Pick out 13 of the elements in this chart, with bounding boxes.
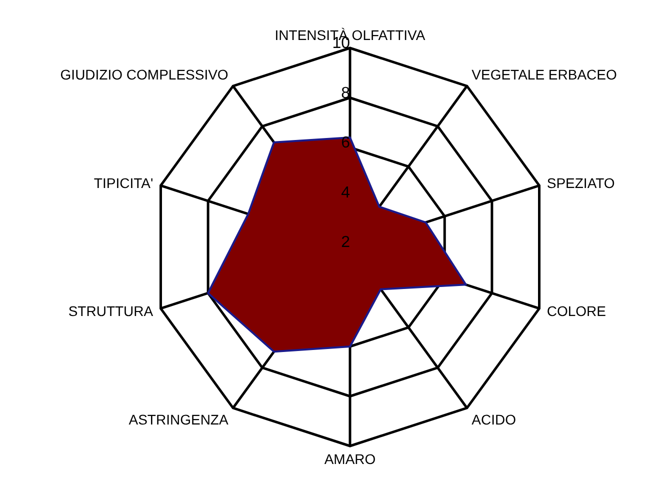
spoke-label: AMARO [324, 450, 376, 467]
spoke-label: ASTRINGENZA [128, 411, 229, 428]
spoke-label: TIPICITA' [94, 175, 154, 192]
spoke-label: STRUTTURA [68, 302, 154, 319]
spoke-label: ACIDO [472, 411, 516, 428]
y-tick-label: 8 [341, 84, 350, 102]
y-tick-label: 2 [341, 234, 350, 251]
spoke-label: COLORE [546, 302, 606, 319]
y-tick-label: 4 [341, 184, 350, 202]
spoke-label: SPEZIATO [546, 175, 615, 192]
spoke-label: GIUDIZIO COMPLESSIVO [60, 66, 228, 83]
y-tick-label: 6 [341, 134, 350, 152]
spoke-label: VEGETALE ERBACEO [472, 66, 618, 83]
